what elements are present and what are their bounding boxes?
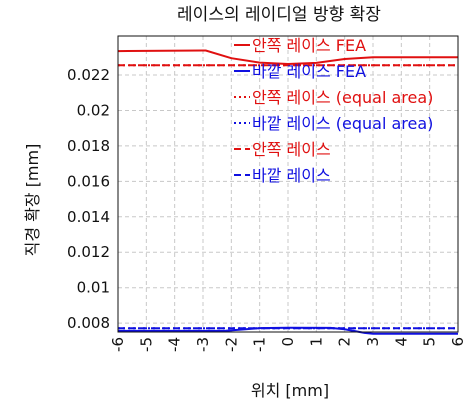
y-tick-label: 0.01	[77, 279, 110, 297]
x-tick-label: -4	[166, 337, 184, 352]
x-tick-labels: -6 -5 -4 -3 -2 -1 0 1 2 3 4 5 6	[109, 337, 467, 352]
x-tick-label: 5	[421, 337, 439, 347]
legend-label: 바깥 레이스 FEA	[252, 62, 366, 81]
x-tick-label: 2	[336, 337, 354, 347]
x-tick-label: 1	[307, 337, 325, 347]
x-axis-title: 위치 [mm]	[251, 381, 329, 400]
y-tick-label: 0.018	[67, 137, 110, 155]
x-tick-label: -1	[251, 337, 269, 352]
legend-label: 안쪽 레이스	[252, 140, 331, 159]
y-tick-label: 0.022	[67, 66, 110, 84]
x-tick-label: -6	[109, 337, 127, 352]
x-tick-label: -2	[222, 337, 240, 352]
chart-title: 레이스의 레이디얼 방향 확장	[177, 5, 381, 25]
y-tick-label: 0.012	[67, 243, 110, 261]
legend-label: 바깥 레이스	[252, 166, 331, 185]
grid	[117, 36, 459, 332]
x-tick-label: -5	[137, 337, 155, 352]
y-tick-labels: 0.008 0.01 0.012 0.014 0.016 0.018 0.02 0.022	[67, 66, 110, 332]
x-tick-label: 4	[392, 337, 410, 347]
y-tick-label: 0.02	[77, 101, 110, 119]
y-axis-title: 직경 확장 [mm]	[23, 144, 42, 257]
legend-label: 안쪽 레이스 FEA	[252, 36, 366, 55]
y-tick-label: 0.008	[67, 314, 110, 332]
x-tick-label: 6	[449, 337, 467, 347]
y-tick-label: 0.014	[67, 208, 110, 226]
x-tick-label: 0	[279, 337, 297, 347]
legend-label: 안쪽 레이스 (equal area)	[252, 88, 433, 107]
y-tick-label: 0.016	[67, 172, 110, 190]
x-tick-label: 3	[364, 337, 382, 347]
legend-label: 바깥 레이스 (equal area)	[252, 114, 433, 133]
legend: 안쪽 레이스 FEA 바깥 레이스 FEA 안쪽 레이스 (equal area) 바…	[234, 36, 433, 185]
x-tick-label: -3	[194, 337, 212, 352]
plot-frame	[117, 35, 459, 333]
series-group	[117, 49, 458, 335]
series-line-1	[117, 49, 458, 66]
